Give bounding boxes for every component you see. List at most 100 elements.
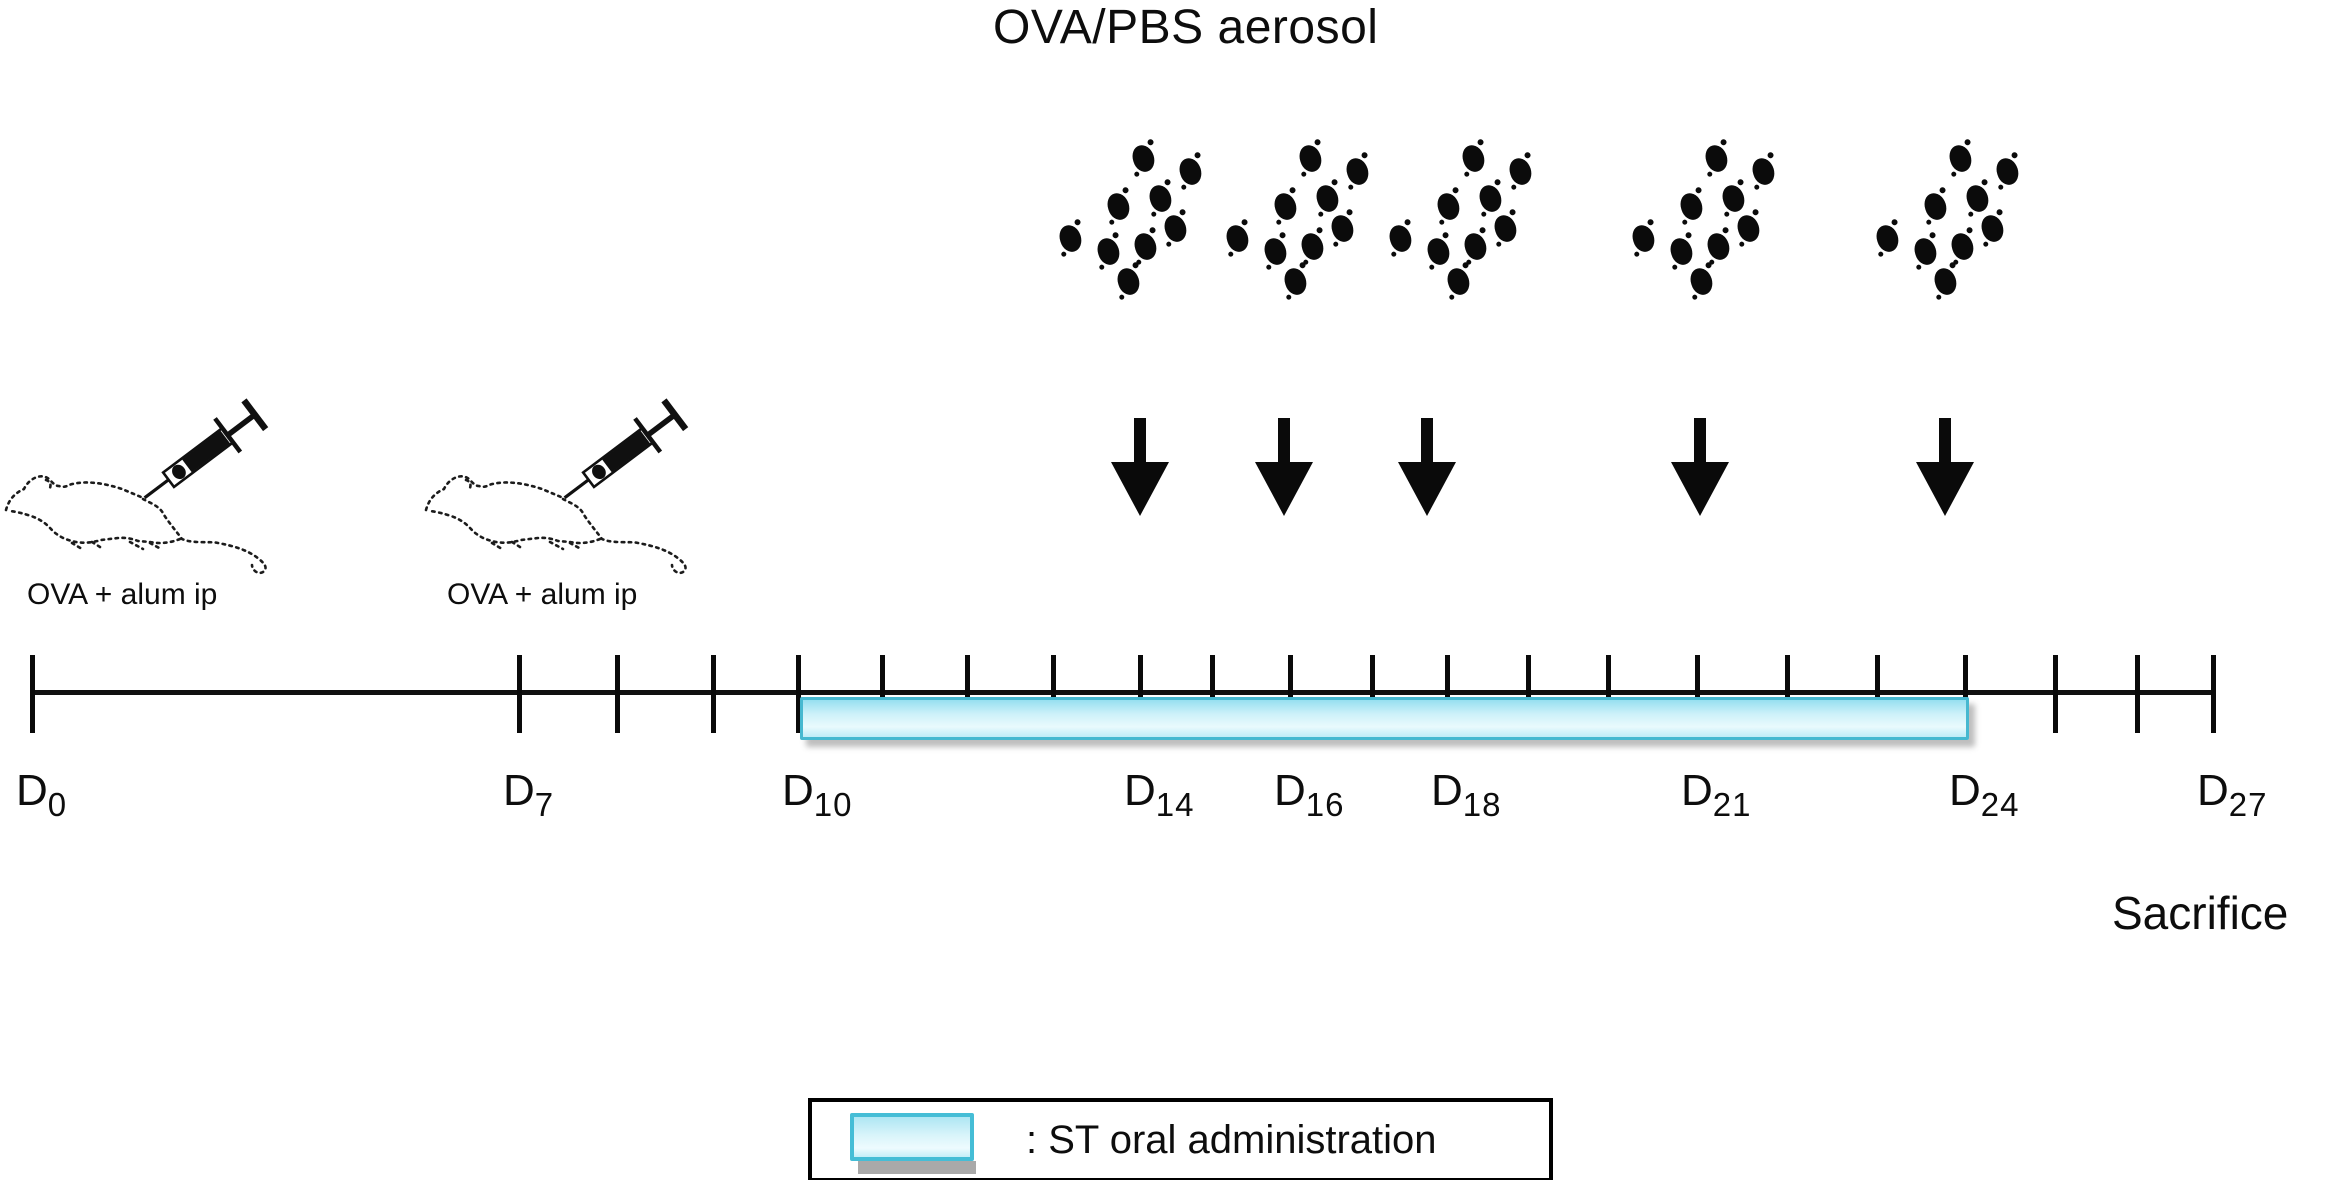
tick-d23	[1875, 655, 1880, 733]
day-label-sub: 14	[1155, 786, 1195, 823]
aerosol-dot	[1931, 265, 1960, 298]
day-label-sub: 21	[1712, 786, 1752, 823]
tick-d16	[1288, 655, 1293, 733]
aerosol-dot	[1328, 212, 1357, 245]
aerosol-dot	[1146, 182, 1175, 215]
aerosol-dot	[1114, 265, 1143, 298]
tick-d9	[711, 655, 716, 733]
day-label-main: D	[503, 766, 535, 815]
day-label-sub: 18	[1462, 786, 1502, 823]
arrow-head	[1916, 462, 1974, 516]
aerosol-dot	[1704, 230, 1733, 263]
day-label-main: D	[16, 766, 48, 815]
arrow-stem	[1939, 418, 1951, 468]
aerosol-dot	[1313, 182, 1342, 215]
day-label-d18: D18	[1431, 766, 1502, 823]
aerosol-dot	[1921, 190, 1950, 223]
aerosol-dot	[1667, 235, 1696, 268]
arrow-head	[1671, 462, 1729, 516]
day-label-sub: 7	[534, 786, 555, 823]
aerosol-dot	[1461, 230, 1490, 263]
aerosol-dot	[1719, 182, 1748, 215]
syringe-icon	[143, 398, 269, 500]
aerosol-dot	[1176, 155, 1205, 188]
aerosol-dot	[1476, 182, 1505, 215]
arrow-stem	[1421, 418, 1433, 468]
day-label-d16: D16	[1274, 766, 1345, 823]
tick-d25	[2053, 655, 2058, 733]
day-label-main: D	[1949, 766, 1981, 815]
day-label-sub: 10	[813, 786, 853, 823]
aerosol-dot	[1911, 235, 1940, 268]
tick-d12	[965, 655, 970, 733]
aerosol-dot	[1129, 142, 1158, 175]
aerosol-dot	[1491, 212, 1520, 245]
tick-d20	[1606, 655, 1611, 733]
day-label-main: D	[1124, 766, 1156, 815]
tick-d14	[1138, 655, 1143, 733]
mouse-syringe-figure-1: OVA + alum ip	[2, 392, 282, 627]
arrow-head	[1111, 462, 1169, 516]
tick-d7	[517, 655, 522, 733]
day-label-sub: 0	[47, 786, 68, 823]
aerosol-dot	[1702, 142, 1731, 175]
arrow-head	[1398, 462, 1456, 516]
syringe-icon	[563, 398, 689, 500]
aerosol-dot	[1298, 230, 1327, 263]
aerosol-dot	[1386, 222, 1415, 255]
aerosol-dot	[1094, 235, 1123, 268]
tick-d19	[1526, 655, 1531, 733]
tick-d0	[30, 655, 35, 733]
aerosol-dot	[1749, 155, 1778, 188]
aerosol-dot	[1677, 190, 1706, 223]
aerosol-dot	[1434, 190, 1463, 223]
day-label-main: D	[1681, 766, 1713, 815]
aerosol-dot	[1946, 142, 1975, 175]
aerosol-dot	[1506, 155, 1535, 188]
legend-box: : ST oral administration	[808, 1098, 1553, 1180]
aerosol-dot	[1161, 212, 1190, 245]
legend-text: : ST oral administration	[1026, 1117, 1437, 1162]
aerosol-dot	[1261, 235, 1290, 268]
day-label-main: D	[782, 766, 814, 815]
arrow-head	[1255, 462, 1313, 516]
st-bar-swatch-icon	[850, 1113, 974, 1161]
day-label-main: D	[1274, 766, 1306, 815]
day-label-d21: D21	[1681, 766, 1752, 823]
aerosol-dot	[1223, 222, 1252, 255]
aerosol-dot	[1963, 182, 1992, 215]
st-oral-administration-bar	[800, 697, 1969, 740]
arrow-stem	[1278, 418, 1290, 468]
aerosol-dot	[1993, 155, 2022, 188]
aerosol-dot	[1687, 265, 1716, 298]
timeline-axis	[30, 690, 2216, 695]
tick-d10	[796, 655, 801, 733]
aerosol-dot	[1296, 142, 1325, 175]
aerosol-dot	[1056, 222, 1085, 255]
aerosol-dot	[1734, 212, 1763, 245]
day-label-sub: 24	[1980, 786, 2020, 823]
day-label-d14: D14	[1124, 766, 1195, 823]
aerosol-dot	[1104, 190, 1133, 223]
aerosol-dot	[1131, 230, 1160, 263]
arrow-stem	[1694, 418, 1706, 468]
day-label-d0: D0	[16, 766, 67, 823]
aerosol-dot	[1343, 155, 1372, 188]
aerosol-dot	[1459, 142, 1488, 175]
tick-d26	[2135, 655, 2140, 733]
day-label-d7: D7	[503, 766, 554, 823]
injection-label-1: OVA + alum ip	[27, 578, 218, 611]
tick-d13	[1051, 655, 1056, 733]
legend-swatch-shadow	[858, 1161, 976, 1174]
day-label-main: D	[2197, 766, 2229, 815]
aerosol-dot	[1629, 222, 1658, 255]
aerosol-dot	[1444, 265, 1473, 298]
aerosol-dot	[1424, 235, 1453, 268]
tick-d22	[1785, 655, 1790, 733]
aerosol-dot	[1281, 265, 1310, 298]
tick-d24	[1963, 655, 1968, 733]
day-label-d24: D24	[1949, 766, 2020, 823]
mouse-syringe-figure-2: OVA + alum ip	[422, 392, 702, 627]
day-label-sub: 27	[2228, 786, 2268, 823]
